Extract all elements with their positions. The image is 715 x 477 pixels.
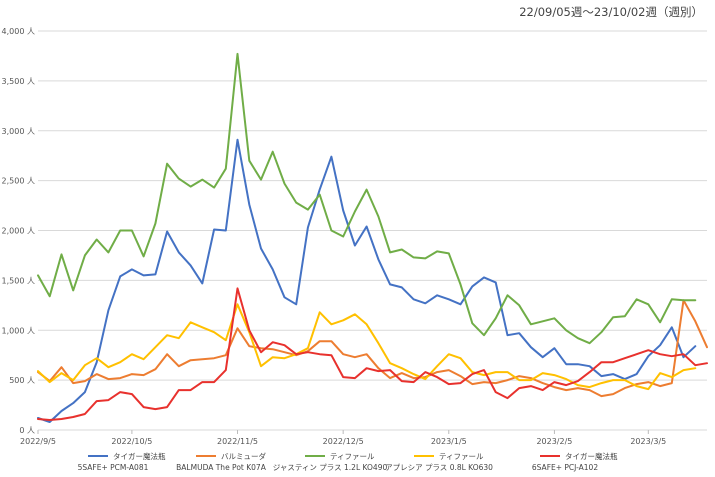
axes: 0 人 500 人 1,000 人 1,500 人 2,000 人 2,500 人 3,00… [2,27,667,446]
y-tick-label: 3,000 人 [2,127,35,136]
y-tick-label: 2,500 人 [2,177,35,186]
legend-label: ティファール [439,452,484,461]
x-tick-label: 2023/1/5 [431,437,467,446]
y-tick-label: 4,000 人 [2,27,35,36]
legend-label: タイガー魔法瓶 [113,451,166,461]
series-line-2 [37,299,708,398]
x-tick-label: 2022/11/5 [217,437,258,446]
y-tick-label: 2,000 人 [2,227,35,236]
legend-model: BALMUDA The Pot K07A [176,463,267,472]
x-tick-label: 2022/10/5 [111,437,152,446]
series-line-4 [37,303,697,391]
legend-label: ティファール [330,452,375,461]
x-tick-label: 2023/3/5 [630,437,666,446]
y-tick-label: 0 人 [19,426,35,435]
x-tick-label: 2023/2/5 [536,437,572,446]
series-line-1 [37,138,697,423]
legend-item-5: タイガー魔法瓶 6SAFE+ PCJ-A102 [532,451,618,472]
x-tick-label: 2022/9/5 [20,437,56,446]
legend-item-1: タイガー魔法瓶 5SAFE+ PCM-A081 [78,451,166,472]
legend: タイガー魔法瓶 5SAFE+ PCM-A081 バルミューダ BALMUDA The … [78,451,618,472]
legend-label: タイガー魔法瓶 [565,451,618,461]
legend-item-2: バルミューダ BALMUDA The Pot K07A [176,451,267,472]
gridlines [38,30,707,431]
series-line-5 [37,287,708,421]
legend-model: 6SAFE+ PCJ-A102 [532,463,598,472]
x-tick-label: 2022/12/5 [323,437,364,446]
y-tick-label: 3,500 人 [2,77,35,86]
legend-label: バルミューダ [221,451,266,461]
y-tick-label: 500 人 [9,376,35,385]
series-lines [37,52,708,423]
legend-model: ジャスティン プラス 1.2L KO490 [273,463,388,472]
period-label: 22/09/05週〜23/10/02週（週別） [519,5,703,19]
series-line-3 [37,52,697,345]
y-tick-label: 1,500 人 [2,276,35,285]
y-tick-label: 1,000 人 [2,326,35,335]
legend-model: アプレシア プラス 0.8L KO630 [385,463,493,472]
legend-model: 5SAFE+ PCM-A081 [78,463,149,472]
